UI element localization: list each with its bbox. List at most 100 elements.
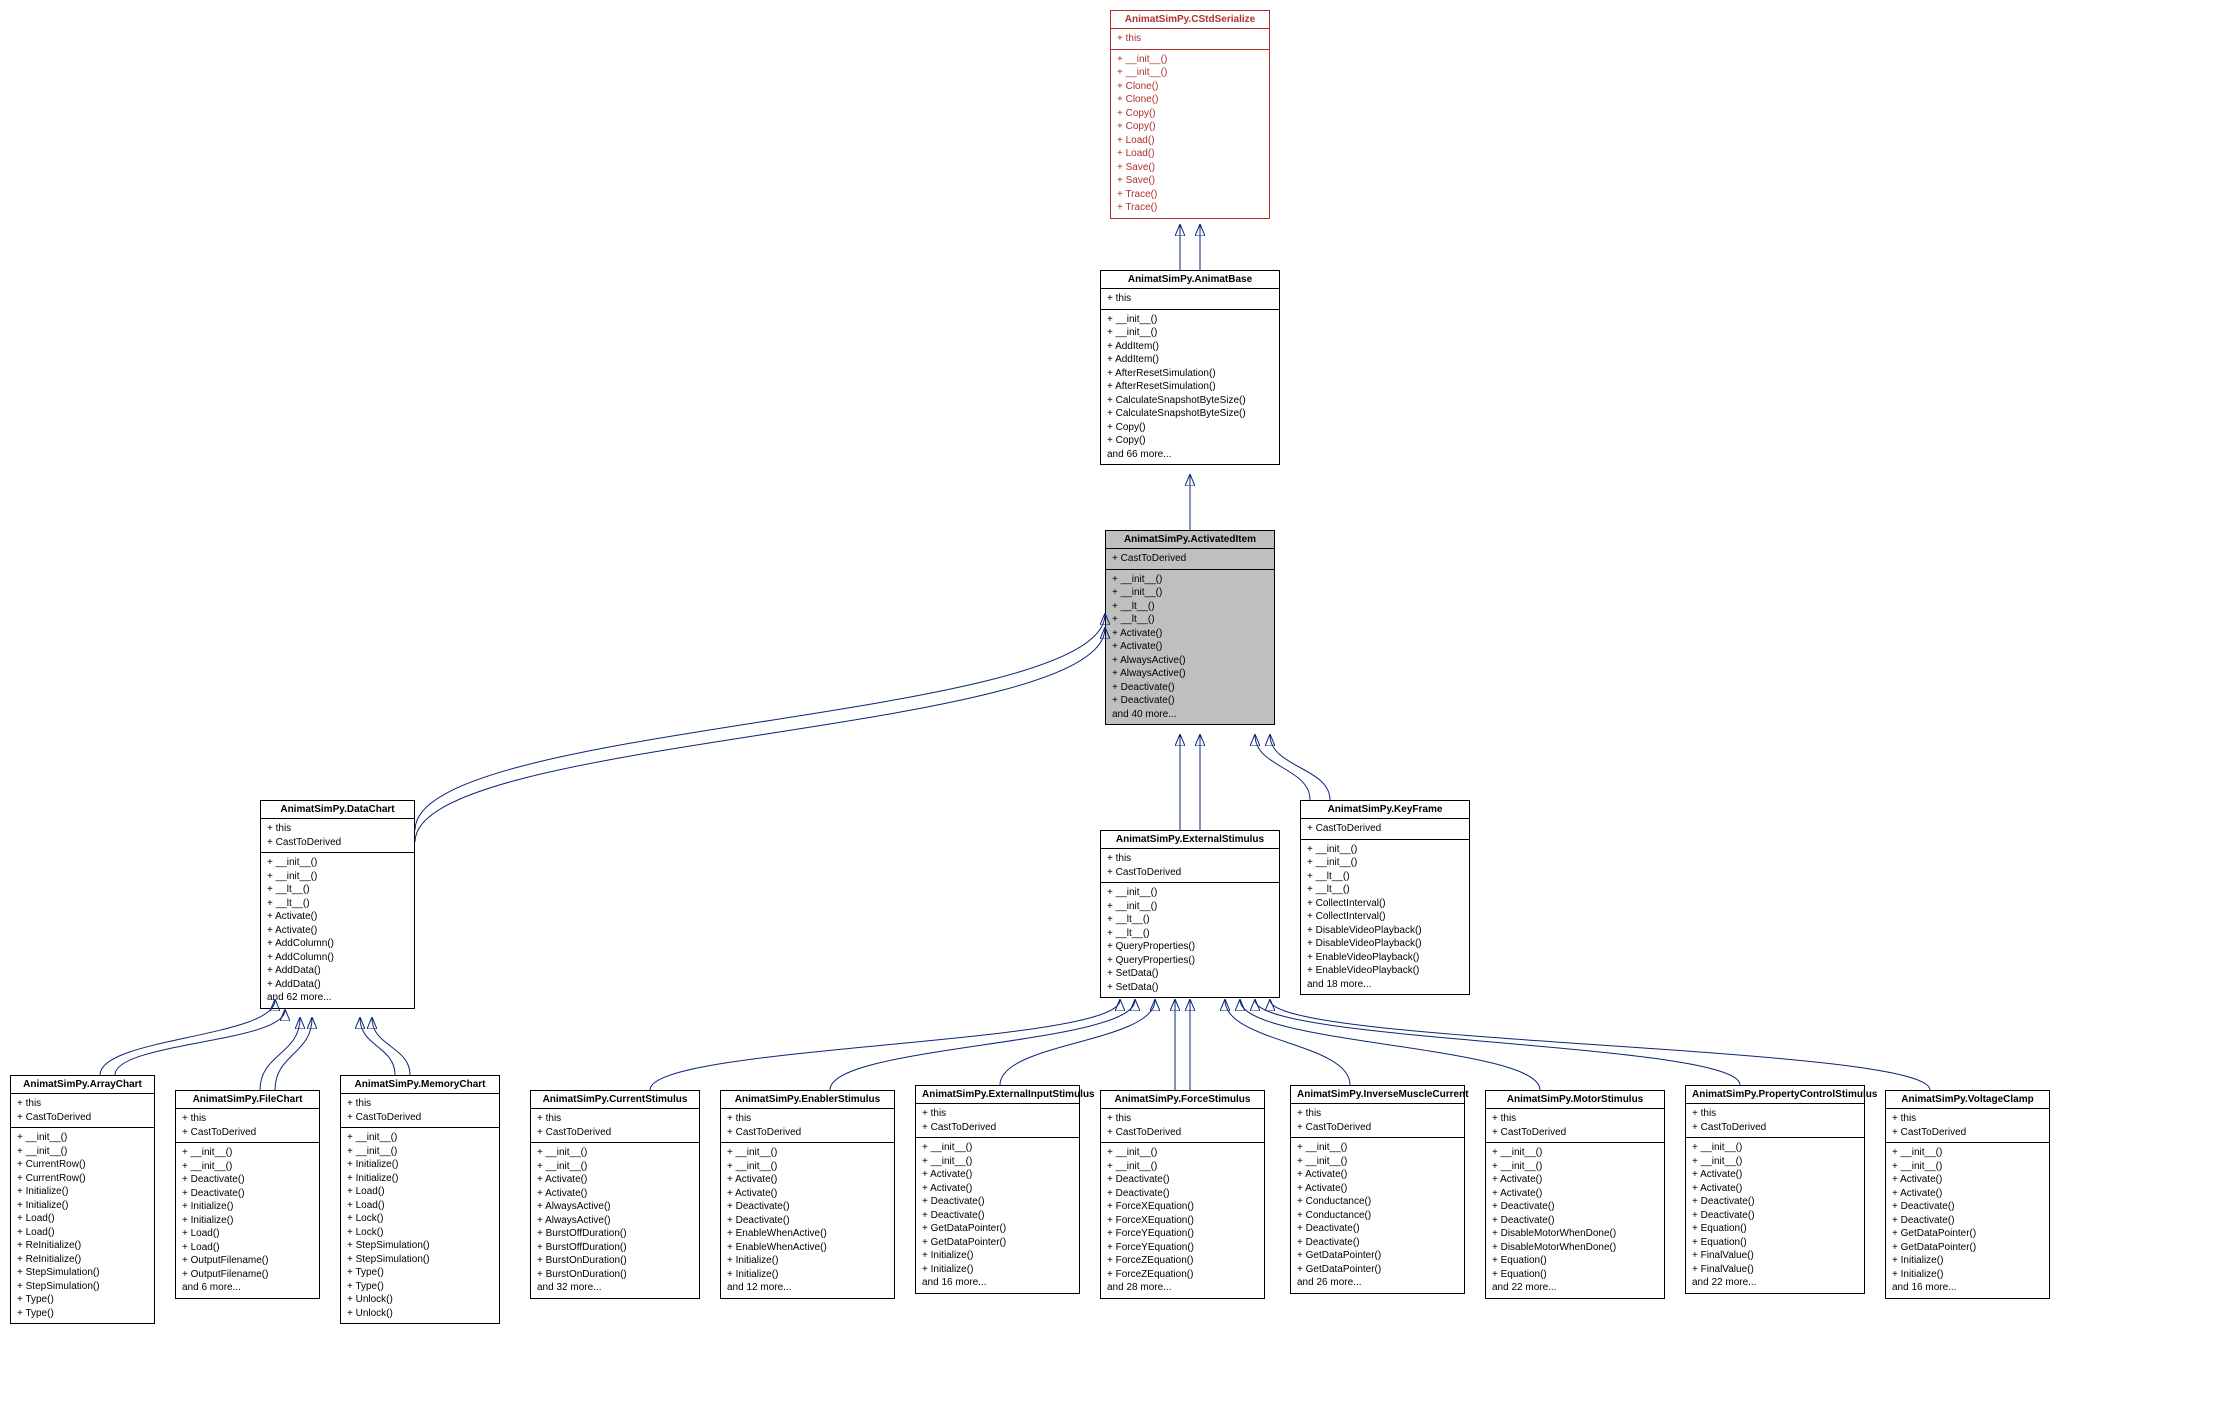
- class-methods: + __init__()+ __init__()+ Activate()+ Ac…: [721, 1143, 894, 1298]
- inheritance-edge: [275, 1018, 312, 1090]
- class-methods: + __init__()+ __init__()+ Activate()+ Ac…: [1291, 1138, 1464, 1293]
- method-line: + ForceZEquation(): [1107, 1268, 1258, 1282]
- attr-line: + CastToDerived: [1107, 1126, 1258, 1140]
- method-line: + Initialize(): [347, 1172, 493, 1186]
- class-methods: + __init__()+ __init__()+ AddItem()+ Add…: [1101, 310, 1279, 465]
- method-line: + BurstOnDuration(): [537, 1254, 693, 1268]
- method-line: + Equation(): [1492, 1268, 1658, 1282]
- method-line: + CalculateSnapshotByteSize(): [1107, 394, 1273, 408]
- method-line: + CalculateSnapshotByteSize(): [1107, 407, 1273, 421]
- method-line: + __init__(): [1492, 1146, 1658, 1160]
- attr-line: + this: [537, 1112, 693, 1126]
- class-title: AnimatSimPy.MemoryChart: [341, 1076, 499, 1094]
- class-methods: + __init__()+ __init__()+ Deactivate()+ …: [1101, 1143, 1264, 1298]
- class-forcestimulus: AnimatSimPy.ForceStimulus+ this+ CastToD…: [1100, 1090, 1265, 1299]
- method-line: + GetDataPointer(): [1297, 1263, 1458, 1277]
- class-methods: + __init__()+ __init__()+ Activate()+ Ac…: [1886, 1143, 2049, 1298]
- method-line: and 62 more...: [267, 991, 408, 1005]
- method-line: + __init__(): [1892, 1160, 2043, 1174]
- method-line: + __init__(): [1107, 313, 1273, 327]
- method-line: and 32 more...: [537, 1281, 693, 1295]
- method-line: + Equation(): [1692, 1236, 1858, 1250]
- method-line: + CurrentRow(): [17, 1158, 148, 1172]
- class-externalstimulus: AnimatSimPy.ExternalStimulus+ this+ Cast…: [1100, 830, 1280, 998]
- class-cstdserialize: AnimatSimPy.CStdSerialize+ this+ __init_…: [1110, 10, 1270, 219]
- method-line: + Deactivate(): [1492, 1200, 1658, 1214]
- method-line: + AddColumn(): [267, 937, 408, 951]
- method-line: + Equation(): [1692, 1222, 1858, 1236]
- method-line: + CollectInterval(): [1307, 910, 1463, 924]
- method-line: and 18 more...: [1307, 978, 1463, 992]
- class-title: AnimatSimPy.AnimatBase: [1101, 271, 1279, 289]
- class-title: AnimatSimPy.DataChart: [261, 801, 414, 819]
- method-line: + __init__(): [1107, 886, 1273, 900]
- method-line: + __init__(): [727, 1160, 888, 1174]
- method-line: + Load(): [182, 1241, 313, 1255]
- method-line: + Trace(): [1117, 188, 1263, 202]
- class-arraychart: AnimatSimPy.ArrayChart+ this+ CastToDeri…: [10, 1075, 155, 1324]
- method-line: + Trace(): [1117, 201, 1263, 215]
- attr-line: + CastToDerived: [922, 1121, 1073, 1135]
- method-line: + Initialize(): [17, 1199, 148, 1213]
- method-line: + Load(): [17, 1212, 148, 1226]
- method-line: + AlwaysActive(): [537, 1200, 693, 1214]
- method-line: + Deactivate(): [1492, 1214, 1658, 1228]
- class-attrs: + this+ CastToDerived: [916, 1104, 1079, 1138]
- method-line: + Deactivate(): [1692, 1209, 1858, 1223]
- inheritance-edge: [360, 1018, 395, 1075]
- class-title: AnimatSimPy.VoltageClamp: [1886, 1091, 2049, 1109]
- method-line: + Initialize(): [1892, 1268, 2043, 1282]
- method-line: + GetDataPointer(): [1892, 1241, 2043, 1255]
- inheritance-edge: [260, 1018, 300, 1090]
- method-line: + __lt__(): [1107, 927, 1273, 941]
- class-methods: + __init__()+ __init__()+ Initialize()+ …: [341, 1128, 499, 1323]
- attr-line: + CastToDerived: [267, 836, 408, 850]
- method-line: + __init__(): [1112, 586, 1268, 600]
- attr-line: + this: [1117, 32, 1263, 46]
- method-line: + Save(): [1117, 161, 1263, 175]
- method-line: + Activate(): [922, 1182, 1073, 1196]
- method-line: + ForceXEquation(): [1107, 1200, 1258, 1214]
- method-line: + Activate(): [727, 1187, 888, 1201]
- class-attrs: + this: [1111, 29, 1269, 50]
- method-line: + Load(): [1117, 134, 1263, 148]
- method-line: + QueryProperties(): [1107, 954, 1273, 968]
- method-line: + GetDataPointer(): [1297, 1249, 1458, 1263]
- method-line: + Deactivate(): [182, 1187, 313, 1201]
- method-line: + __init__(): [1297, 1155, 1458, 1169]
- method-line: + __init__(): [1692, 1141, 1858, 1155]
- method-line: + Activate(): [1297, 1168, 1458, 1182]
- method-line: + BurstOffDuration(): [537, 1241, 693, 1255]
- method-line: + __init__(): [1307, 843, 1463, 857]
- method-line: + __lt__(): [1307, 870, 1463, 884]
- inheritance-edge: [650, 1000, 1120, 1090]
- inheritance-edge: [1255, 1000, 1740, 1085]
- method-line: + Type(): [347, 1266, 493, 1280]
- method-line: + EnableWhenActive(): [727, 1227, 888, 1241]
- method-line: + Activate(): [1297, 1182, 1458, 1196]
- class-attrs: + this+ CastToDerived: [11, 1094, 154, 1128]
- method-line: + Load(): [17, 1226, 148, 1240]
- method-line: + ForceXEquation(): [1107, 1214, 1258, 1228]
- method-line: + Activate(): [1892, 1187, 2043, 1201]
- attr-line: + CastToDerived: [1107, 866, 1273, 880]
- method-line: + SetData(): [1107, 981, 1273, 995]
- class-filechart: AnimatSimPy.FileChart+ this+ CastToDeriv…: [175, 1090, 320, 1299]
- class-currentstimulus: AnimatSimPy.CurrentStimulus+ this+ CastT…: [530, 1090, 700, 1299]
- method-line: + Type(): [17, 1307, 148, 1321]
- method-line: and 16 more...: [1892, 1281, 2043, 1295]
- class-voltageclamp: AnimatSimPy.VoltageClamp+ this+ CastToDe…: [1885, 1090, 2050, 1299]
- method-line: + __init__(): [347, 1131, 493, 1145]
- method-line: + Initialize(): [727, 1268, 888, 1282]
- method-line: + __init__(): [267, 870, 408, 884]
- method-line: and 16 more...: [922, 1276, 1073, 1290]
- class-methods: + __init__()+ __init__()+ __lt__()+ __lt…: [1101, 883, 1279, 997]
- class-title: AnimatSimPy.ExternalInputStimulus: [916, 1086, 1079, 1104]
- method-line: + FinalValue(): [1692, 1249, 1858, 1263]
- attr-line: + this: [1107, 1112, 1258, 1126]
- method-line: + Activate(): [267, 924, 408, 938]
- class-attrs: + CastToDerived: [1106, 549, 1274, 570]
- attr-line: + CastToDerived: [537, 1126, 693, 1140]
- class-methods: + __init__()+ __init__()+ __lt__()+ __lt…: [261, 853, 414, 1008]
- method-line: + Deactivate(): [1892, 1200, 2043, 1214]
